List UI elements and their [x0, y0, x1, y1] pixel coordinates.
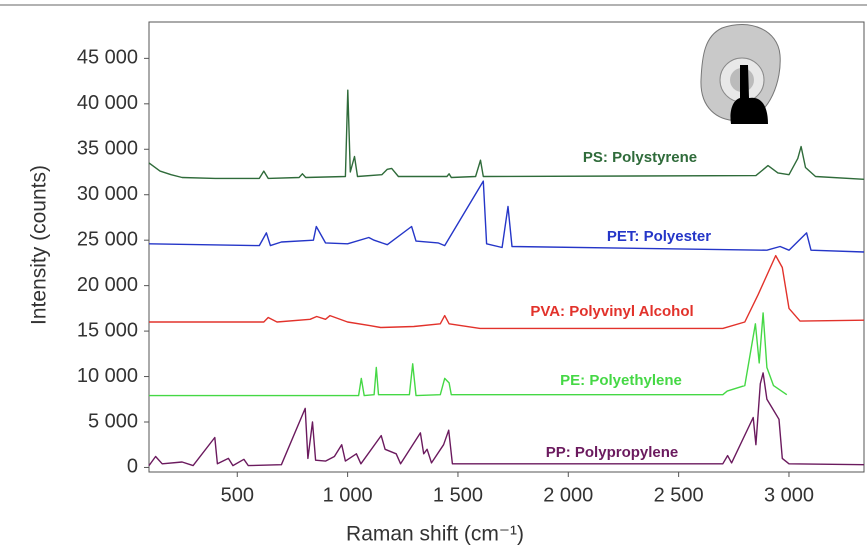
x-tick-label: 2 500: [654, 484, 704, 506]
y-axis-title: Intensity (counts): [28, 165, 51, 325]
spectrum-line: [148, 180, 865, 253]
series-label: PS: Polystyrene: [583, 149, 697, 166]
y-tick-label: 30 000: [77, 183, 138, 205]
series-label: PVA: Polyvinyl Alcohol: [530, 303, 693, 320]
x-tick-label: 1 000: [323, 484, 373, 506]
x-tick-label: 1 500: [433, 484, 483, 506]
y-tick-label: 40 000: [77, 92, 138, 114]
spectrum-line: [148, 89, 865, 180]
x-tick-label: 500: [221, 484, 254, 506]
y-tick-label: 10 000: [77, 365, 138, 387]
inset-image: [700, 24, 781, 124]
y-tick-label: 0: [127, 456, 138, 478]
x-axis-title: Raman shift (cm⁻¹): [346, 523, 524, 546]
y-tick-label: 20 000: [77, 274, 138, 296]
series-label: PP: Polypropylene: [546, 444, 679, 461]
y-tick-label: 15 000: [77, 319, 138, 341]
x-tick-label: 3 000: [764, 484, 814, 506]
y-tick-label: 25 000: [77, 228, 138, 250]
spectrum-line: [149, 312, 788, 397]
spectrum-line: [149, 254, 865, 330]
spectrum-line: [148, 372, 865, 467]
y-tick-label: 35 000: [77, 138, 138, 160]
series-label: PET: Polyester: [607, 228, 711, 245]
y-tick-label: 45 000: [77, 47, 138, 69]
y-tick-label: 5 000: [88, 410, 138, 432]
series-label: PE: Polyethylene: [560, 372, 682, 389]
plot-frame: [148, 21, 865, 473]
x-tick-label: 2 000: [543, 484, 593, 506]
